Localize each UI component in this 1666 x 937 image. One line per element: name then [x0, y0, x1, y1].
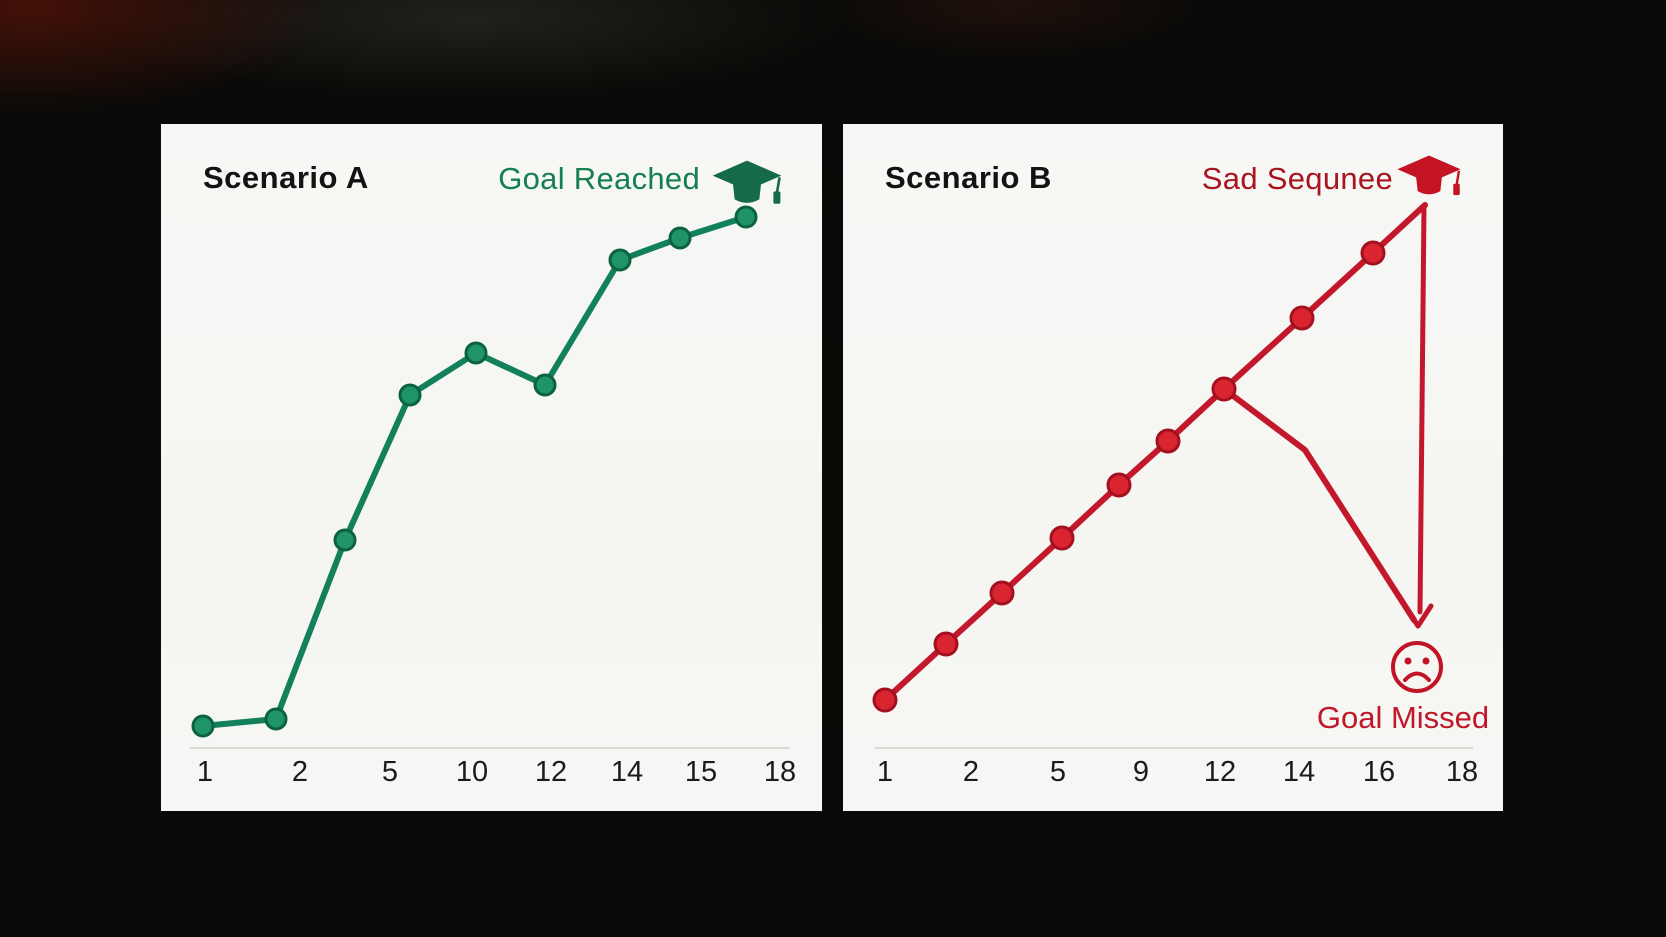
x-tick-label: 1	[876, 756, 894, 788]
line-series	[882, 202, 1428, 703]
data-point	[398, 383, 422, 407]
x-tick-label: 12	[534, 756, 568, 788]
data-point	[872, 687, 898, 713]
data-point	[933, 631, 959, 657]
x-tick-label: 10	[455, 756, 489, 788]
arrowhead-down-icon	[1402, 603, 1434, 629]
data-point	[1289, 305, 1315, 331]
x-tick-label: 15	[684, 756, 718, 788]
data-point	[191, 714, 215, 738]
data-point	[333, 528, 357, 552]
x-tick-label: 2	[291, 756, 309, 788]
goal-reached-label: Goal Reached	[498, 161, 700, 196]
data-point	[608, 248, 632, 272]
graduation-cap-icon	[1395, 153, 1463, 200]
scenario-a-panel: Scenario A Goal Reached 1 2 5 10 12 14 15 18	[161, 124, 822, 811]
x-tick-label: 14	[1282, 756, 1316, 788]
panel-title: Scenario A	[203, 160, 369, 195]
panel-title: Scenario B	[885, 160, 1052, 195]
data-point	[1106, 472, 1132, 498]
x-tick-label: 16	[1362, 756, 1396, 788]
data-point	[668, 226, 692, 250]
data-point	[264, 707, 288, 731]
line-series	[200, 214, 749, 729]
dropoff-branch-line	[1221, 386, 1417, 623]
x-tick-label: 5	[381, 756, 399, 788]
drop-line	[1417, 204, 1427, 615]
data-point	[989, 580, 1015, 606]
x-tick-label: 18	[763, 756, 797, 788]
sad-face-icon	[1385, 635, 1449, 699]
x-tick-label: 14	[610, 756, 644, 788]
sad-sequence-label: Sad Sequnee	[1201, 161, 1393, 196]
x-tick-label: 18	[1445, 756, 1479, 788]
line-chart-scenario-b	[872, 202, 1473, 749]
x-tick-label: 5	[1049, 756, 1067, 788]
goal-missed-label: Goal Missed	[1316, 700, 1490, 735]
data-point	[1049, 525, 1075, 551]
x-tick-label: 1	[196, 756, 214, 788]
x-tick-label: 12	[1203, 756, 1237, 788]
data-point	[1360, 240, 1386, 266]
data-point	[464, 341, 488, 365]
data-point	[533, 373, 557, 397]
x-tick-label: 2	[962, 756, 980, 788]
data-point	[1155, 428, 1181, 454]
data-point	[1211, 376, 1237, 402]
line-chart-scenario-a	[190, 205, 790, 749]
data-point	[734, 205, 758, 229]
graduation-cap-icon	[710, 158, 784, 209]
x-tick-label: 9	[1132, 756, 1150, 788]
